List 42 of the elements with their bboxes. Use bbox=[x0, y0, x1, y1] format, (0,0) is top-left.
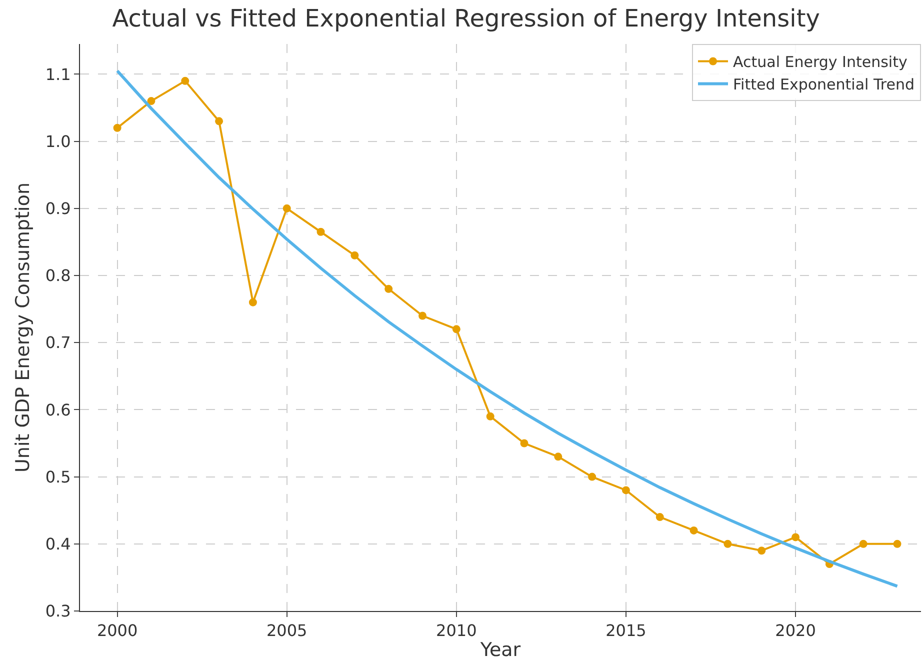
point bbox=[724, 540, 732, 548]
point bbox=[147, 97, 156, 106]
legend-label: Fitted Exponential Trend bbox=[733, 76, 915, 94]
y-tick-label: 0.5 bbox=[45, 467, 71, 486]
point bbox=[350, 251, 359, 260]
x-tick-label: 2015 bbox=[606, 621, 646, 640]
x-tick-label: 2000 bbox=[96, 621, 138, 640]
x-tick-label: 2020 bbox=[775, 621, 816, 640]
y-tick-label: 0.6 bbox=[45, 400, 71, 420]
y-tick-label: 0.9 bbox=[45, 199, 71, 218]
point bbox=[859, 540, 868, 548]
point bbox=[656, 513, 664, 522]
y-tick-label: 1.1 bbox=[45, 64, 71, 84]
point bbox=[690, 526, 698, 534]
point bbox=[792, 533, 800, 542]
y-tick-label: 0.3 bbox=[45, 602, 71, 621]
point bbox=[520, 439, 528, 448]
y-tick-label: 0.4 bbox=[45, 534, 71, 554]
x-axis-title: Year bbox=[479, 639, 521, 661]
chart-title: Actual vs Fitted Exponential Regression of Energy Intensity bbox=[112, 4, 820, 33]
point bbox=[282, 204, 291, 212]
x-tick-label: 2005 bbox=[266, 621, 308, 640]
point bbox=[181, 76, 190, 85]
point bbox=[113, 124, 122, 132]
point bbox=[248, 298, 257, 306]
point bbox=[554, 452, 562, 461]
y-tick-label: 1.0 bbox=[45, 132, 71, 151]
point bbox=[215, 117, 224, 126]
y-axis-title: Unit GDP Energy Consumption bbox=[12, 182, 34, 472]
y-tick-label: 0.8 bbox=[45, 266, 71, 286]
legend-label: Actual Energy Intensity bbox=[733, 53, 908, 72]
point bbox=[384, 284, 393, 293]
point bbox=[316, 228, 325, 236]
point bbox=[418, 312, 426, 320]
point bbox=[622, 486, 630, 494]
point bbox=[758, 546, 766, 555]
point bbox=[893, 540, 902, 548]
point bbox=[588, 472, 596, 481]
x-tick-label: 2010 bbox=[436, 621, 477, 640]
point bbox=[486, 412, 494, 420]
y-tick-label: 0.7 bbox=[45, 333, 71, 352]
point bbox=[452, 325, 460, 334]
